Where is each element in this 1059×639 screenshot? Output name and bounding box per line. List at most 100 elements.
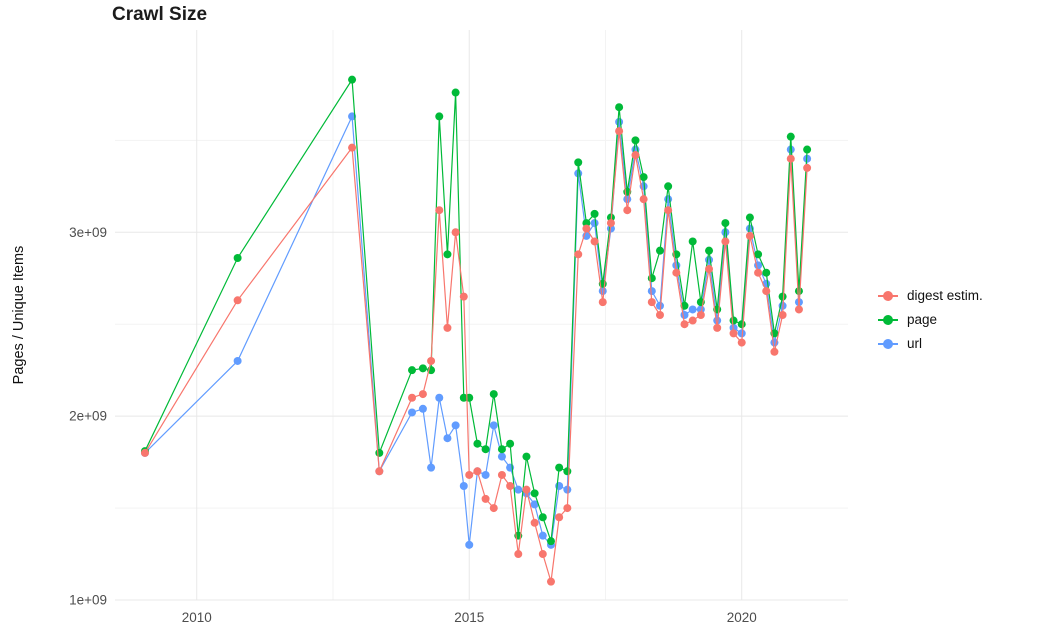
data-point xyxy=(465,470,474,479)
data-point xyxy=(443,323,452,332)
data-point xyxy=(506,482,515,490)
data-point xyxy=(427,356,436,365)
data-point xyxy=(737,338,746,347)
data-point xyxy=(729,329,738,338)
data-point xyxy=(435,393,444,402)
x-axis-tick-labels: 2010 2015 2020 xyxy=(182,610,757,625)
data-point xyxy=(481,494,490,503)
data-point xyxy=(729,316,738,325)
data-point xyxy=(778,311,787,319)
legend-key-icon xyxy=(878,289,898,303)
data-point xyxy=(481,470,490,479)
y-tick-label: 1e+09 xyxy=(69,593,107,608)
data-point xyxy=(582,219,591,228)
data-point xyxy=(530,500,539,509)
data-point xyxy=(514,485,523,494)
data-point xyxy=(647,274,656,283)
data-point xyxy=(664,195,673,204)
data-point xyxy=(514,550,523,559)
data-point xyxy=(639,173,648,182)
data-point xyxy=(680,320,689,329)
data-point xyxy=(418,390,427,399)
data-point xyxy=(803,145,812,154)
data-point xyxy=(713,323,722,332)
legend-key-icon xyxy=(878,313,898,327)
data-point xyxy=(754,250,763,259)
data-point xyxy=(497,452,506,461)
data-point xyxy=(590,237,599,246)
data-point xyxy=(555,513,564,522)
data-point xyxy=(546,577,555,586)
data-point xyxy=(506,439,515,448)
data-point xyxy=(688,316,697,325)
data-point xyxy=(443,434,452,443)
legend-item-url: url xyxy=(878,336,983,351)
data-point xyxy=(745,231,754,240)
data-point xyxy=(459,482,468,490)
data-point xyxy=(598,287,607,296)
data-point xyxy=(481,445,490,454)
legend-label: url xyxy=(907,336,923,351)
data-point xyxy=(574,158,583,167)
data-point xyxy=(655,311,664,319)
data-point xyxy=(770,347,779,356)
data-point xyxy=(348,75,357,84)
legend-key-icon xyxy=(878,337,898,351)
data-point xyxy=(623,206,632,215)
data-point xyxy=(615,127,624,136)
data-point xyxy=(590,219,599,228)
data-point xyxy=(737,320,746,329)
data-point xyxy=(489,504,498,513)
data-point xyxy=(408,366,417,375)
legend-label: digest estim. xyxy=(907,288,983,303)
data-point xyxy=(375,467,384,476)
data-point xyxy=(705,246,714,255)
grid-major xyxy=(115,30,848,601)
data-point xyxy=(233,356,242,365)
data-point xyxy=(705,255,714,264)
data-point xyxy=(522,452,531,461)
data-point xyxy=(647,287,656,296)
data-point xyxy=(233,296,242,305)
data-point xyxy=(563,467,572,476)
data-point xyxy=(778,292,787,301)
data-point xyxy=(754,268,763,277)
data-point xyxy=(574,250,583,259)
data-point xyxy=(443,250,452,259)
y-tick-label: 2e+09 xyxy=(69,409,107,424)
x-tick-label: 2020 xyxy=(727,610,757,625)
data-point xyxy=(762,268,771,277)
data-point xyxy=(538,550,547,559)
data-point xyxy=(803,163,812,172)
data-point xyxy=(786,154,795,163)
data-point xyxy=(451,421,460,430)
data-point xyxy=(538,513,547,522)
data-point xyxy=(473,439,482,448)
data-point xyxy=(696,305,705,314)
series-digest-estim xyxy=(140,127,812,586)
data-point xyxy=(623,195,632,204)
data-point xyxy=(408,408,417,417)
data-point xyxy=(451,88,460,97)
data-point xyxy=(408,393,417,402)
data-point xyxy=(664,206,673,215)
data-point xyxy=(655,301,664,310)
data-point xyxy=(639,195,648,204)
data-point xyxy=(655,246,664,255)
data-point xyxy=(631,136,640,145)
x-tick-label: 2015 xyxy=(454,610,484,625)
data-point xyxy=(555,463,564,472)
data-point xyxy=(473,467,482,476)
x-tick-label: 2010 xyxy=(182,610,212,625)
data-point xyxy=(672,268,681,277)
data-point xyxy=(465,540,474,549)
data-point xyxy=(497,470,506,479)
legend-label: page xyxy=(907,312,938,327)
data-point xyxy=(737,329,746,338)
legend-item-page: page xyxy=(878,312,983,327)
data-point xyxy=(688,237,697,246)
series-line xyxy=(144,114,808,547)
data-point xyxy=(459,292,468,301)
